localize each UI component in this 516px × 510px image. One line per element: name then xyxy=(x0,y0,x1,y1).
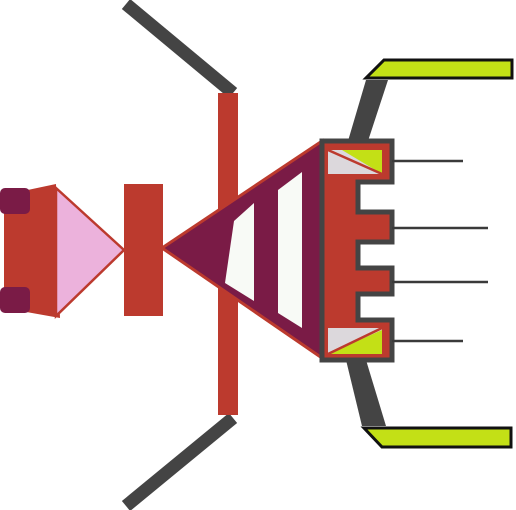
top-left-knob xyxy=(0,188,30,214)
upper-lime-bar xyxy=(362,58,514,80)
lower-dark-arm xyxy=(346,360,386,426)
cone-window-right xyxy=(278,172,302,328)
lower-diagonal-strut xyxy=(121,412,238,510)
upper-lime-triangle xyxy=(342,150,382,174)
lower-panel-diagonal xyxy=(327,326,383,356)
middle-red-block xyxy=(124,184,163,316)
right-housing xyxy=(319,138,395,363)
upper-diagonal-strut xyxy=(121,0,238,98)
bottom-left-knob xyxy=(0,287,30,313)
upper-panel-diagonal xyxy=(327,148,383,176)
pink-triangle xyxy=(54,185,126,319)
left-red-block xyxy=(4,184,60,318)
lower-lime-bar xyxy=(360,426,513,449)
cone-window-left xyxy=(225,203,254,301)
upper-dark-arm xyxy=(348,80,388,141)
